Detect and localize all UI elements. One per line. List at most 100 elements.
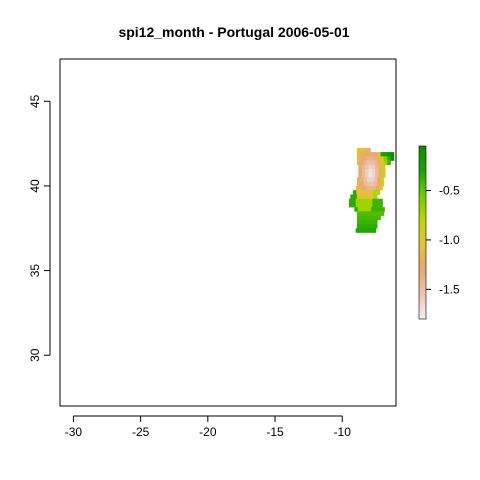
legend-ticks: -0.5 -1.0 -1.5 (426, 183, 460, 296)
raster-cell (373, 177, 378, 183)
raster-cell (360, 181, 365, 187)
raster-cell (370, 211, 375, 216)
raster-cell (355, 202, 360, 208)
y-tick-label: 45 (28, 94, 42, 108)
raster-cell (367, 219, 371, 225)
raster-cell (371, 173, 376, 178)
legend-color-bar (418, 145, 427, 320)
raster-cell (373, 224, 378, 229)
raster-cell (369, 228, 373, 233)
raster-cell (365, 185, 370, 191)
raster-cell (378, 173, 383, 178)
raster-cell (381, 164, 386, 170)
raster-cell (377, 177, 381, 183)
raster-cell (377, 156, 381, 161)
raster-cell (362, 202, 367, 208)
raster-cell (379, 202, 383, 208)
spi-raster (348, 147, 395, 233)
raster-cell (365, 198, 370, 204)
y-tick-label: 40 (28, 179, 42, 193)
raster-cell (362, 185, 367, 191)
raster-cell (367, 152, 371, 157)
raster-cell (375, 173, 379, 178)
raster-cell (369, 202, 373, 208)
raster-cell (371, 164, 376, 170)
raster-cell (367, 177, 371, 183)
raster-cell (361, 207, 365, 212)
raster-cell (367, 156, 371, 161)
raster-cell (358, 173, 363, 178)
raster-cell (366, 190, 371, 195)
raster-cell (379, 198, 383, 204)
y-axis: 30 35 40 45 (28, 94, 51, 362)
raster-cell (363, 194, 368, 199)
raster-cell (370, 219, 375, 225)
raster-cell (372, 185, 377, 191)
raster-cell (375, 164, 379, 170)
raster-cell (370, 152, 375, 157)
raster-cell (359, 198, 363, 204)
raster-cell (370, 224, 375, 229)
raster-cell (373, 190, 377, 195)
raster-cell (359, 190, 364, 195)
raster-cell (350, 194, 354, 199)
raster-cell (362, 198, 367, 204)
raster-cell (371, 207, 375, 212)
x-tick-label: -20 (199, 425, 217, 439)
raster-cell (357, 160, 361, 166)
raster-cell (367, 160, 371, 166)
chart-title: spi12_month - Portugal 2006-05-01 (118, 24, 349, 40)
raster-cell (363, 190, 367, 195)
raster-cell (359, 228, 363, 233)
raster-cell (380, 181, 385, 187)
raster-cell (378, 169, 383, 174)
raster-cell (370, 156, 375, 161)
raster-cell (368, 164, 373, 170)
raster-cell (365, 173, 369, 178)
raster-cell (355, 185, 360, 191)
raster-cell (369, 185, 373, 191)
raster-cell (357, 152, 361, 157)
raster-cell (369, 190, 374, 195)
raster-cell (372, 228, 377, 233)
raster-cell (375, 185, 380, 191)
raster-cell (358, 169, 363, 174)
raster-cell (361, 164, 366, 170)
raster-cell (354, 207, 358, 212)
raster-cell (357, 207, 362, 212)
raster-cell (360, 211, 365, 216)
raster-cell (377, 211, 381, 216)
legend-tick-label: -1.0 (439, 233, 460, 247)
raster-cell (355, 228, 360, 233)
raster-cell (360, 194, 365, 199)
raster-cell (358, 164, 363, 170)
raster-cell (363, 181, 368, 187)
raster-cell (377, 181, 381, 187)
raster-cell (367, 181, 371, 187)
raster-cell (365, 202, 370, 208)
raster-cell (373, 160, 378, 166)
raster-cell (357, 224, 361, 229)
raster-cell (380, 156, 385, 161)
legend-tick-label: -1.5 (439, 282, 460, 296)
raster-cell (371, 169, 376, 174)
raster-cell (357, 181, 361, 187)
raster-cell (373, 152, 378, 157)
raster-cell (365, 164, 369, 170)
raster-cell (381, 173, 386, 178)
raster-cell (352, 198, 356, 204)
raster-cell (360, 224, 365, 229)
raster-cell (360, 219, 365, 225)
raster-cell (380, 177, 385, 183)
x-tick-label: -30 (65, 425, 83, 439)
raster-cell (363, 215, 368, 221)
raster-cell (370, 194, 375, 199)
raster-cell (387, 152, 391, 157)
raster-cell (360, 147, 365, 153)
raster-cell (387, 160, 391, 166)
color-legend: -0.5 -1.0 -1.5 (418, 145, 460, 320)
y-tick-label: 30 (28, 348, 42, 362)
raster-cell (357, 194, 361, 199)
raster-cell (359, 185, 363, 191)
